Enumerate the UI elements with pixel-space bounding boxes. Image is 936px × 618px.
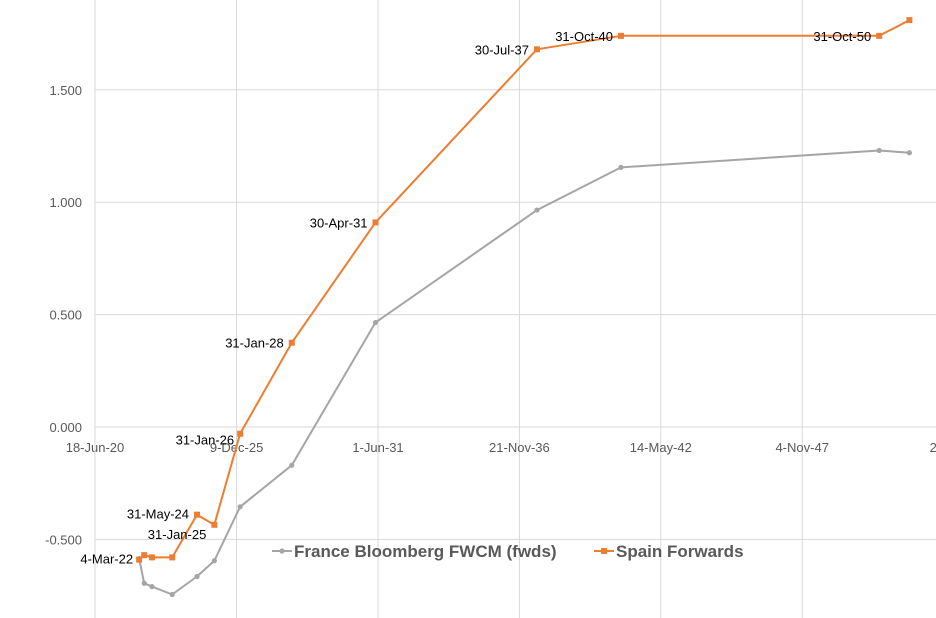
data-label: 31-Oct-50 bbox=[813, 29, 871, 44]
data-point bbox=[141, 580, 147, 586]
data-point bbox=[876, 147, 882, 154]
legend-item: Spain Forwards bbox=[594, 542, 744, 561]
legend-label: France Bloomberg FWCM (fwds) bbox=[294, 542, 557, 561]
data-point bbox=[533, 46, 540, 53]
data-point bbox=[618, 32, 625, 39]
data-label: 31-Jan-25 bbox=[148, 527, 207, 542]
data-point bbox=[194, 573, 200, 580]
data-point bbox=[372, 219, 379, 226]
data-point bbox=[169, 554, 176, 561]
axes: 18-Jun-20 9-Dec-25 1-Jun-31 21-Nov-36 14-May… bbox=[45, 0, 936, 618]
x-tick-label: 4-Nov-47 bbox=[775, 440, 828, 455]
data-point bbox=[237, 430, 244, 437]
data-point bbox=[136, 556, 143, 563]
data-point bbox=[906, 17, 913, 24]
y-tick-label: 0.000 bbox=[49, 420, 82, 435]
legend-marker bbox=[279, 548, 285, 554]
data-label: 30-Jul-37 bbox=[475, 42, 529, 57]
gridlines bbox=[95, 0, 936, 618]
data-point bbox=[618, 164, 624, 170]
legend-item: France Bloomberg FWCM (fwds) bbox=[272, 542, 557, 561]
data-label: 31-Jan-28 bbox=[225, 336, 284, 351]
legend: France Bloomberg FWCM (fwds) Spain Forwar… bbox=[272, 542, 744, 561]
legend-label: Spain Forwards bbox=[616, 542, 744, 561]
data-label: 4-Mar-22 bbox=[80, 552, 133, 567]
y-tick-label: 0.500 bbox=[49, 308, 82, 323]
x-tick-label: 21-Nov-36 bbox=[489, 440, 550, 455]
legend-marker bbox=[601, 548, 607, 554]
data-point bbox=[288, 339, 295, 346]
data-point bbox=[906, 150, 912, 156]
data-point bbox=[289, 462, 295, 468]
data-label: 30-Apr-31 bbox=[310, 215, 368, 230]
data-point bbox=[372, 319, 379, 326]
x-tick-label: 1-Jun-31 bbox=[352, 440, 403, 455]
data-point bbox=[169, 591, 175, 598]
x-tick-label: 26 bbox=[930, 440, 936, 455]
data-point bbox=[148, 554, 155, 561]
data-label: 31-May-24 bbox=[127, 507, 189, 522]
series-0 bbox=[136, 147, 912, 598]
data-point bbox=[534, 207, 540, 213]
series-1 bbox=[136, 17, 913, 563]
data-point bbox=[211, 521, 218, 528]
data-point bbox=[876, 32, 883, 39]
data-label: 31-Oct-40 bbox=[555, 29, 613, 44]
data-labels: 4-Mar-22 31-May-24 31-Jan-25 31-Jan-26 31-Ja… bbox=[80, 29, 871, 567]
data-point bbox=[194, 511, 201, 518]
data-point bbox=[149, 584, 155, 590]
y-tick-label: 1.000 bbox=[49, 195, 82, 210]
data-point bbox=[211, 558, 217, 564]
x-tick-label: 14-May-42 bbox=[630, 440, 692, 455]
data-label: 31-Jan-26 bbox=[176, 433, 235, 448]
data-point bbox=[141, 552, 148, 559]
series bbox=[136, 17, 913, 598]
y-tick-label: 1.500 bbox=[49, 83, 82, 98]
y-tick-label: -0.500 bbox=[45, 532, 82, 547]
data-point bbox=[237, 504, 243, 510]
